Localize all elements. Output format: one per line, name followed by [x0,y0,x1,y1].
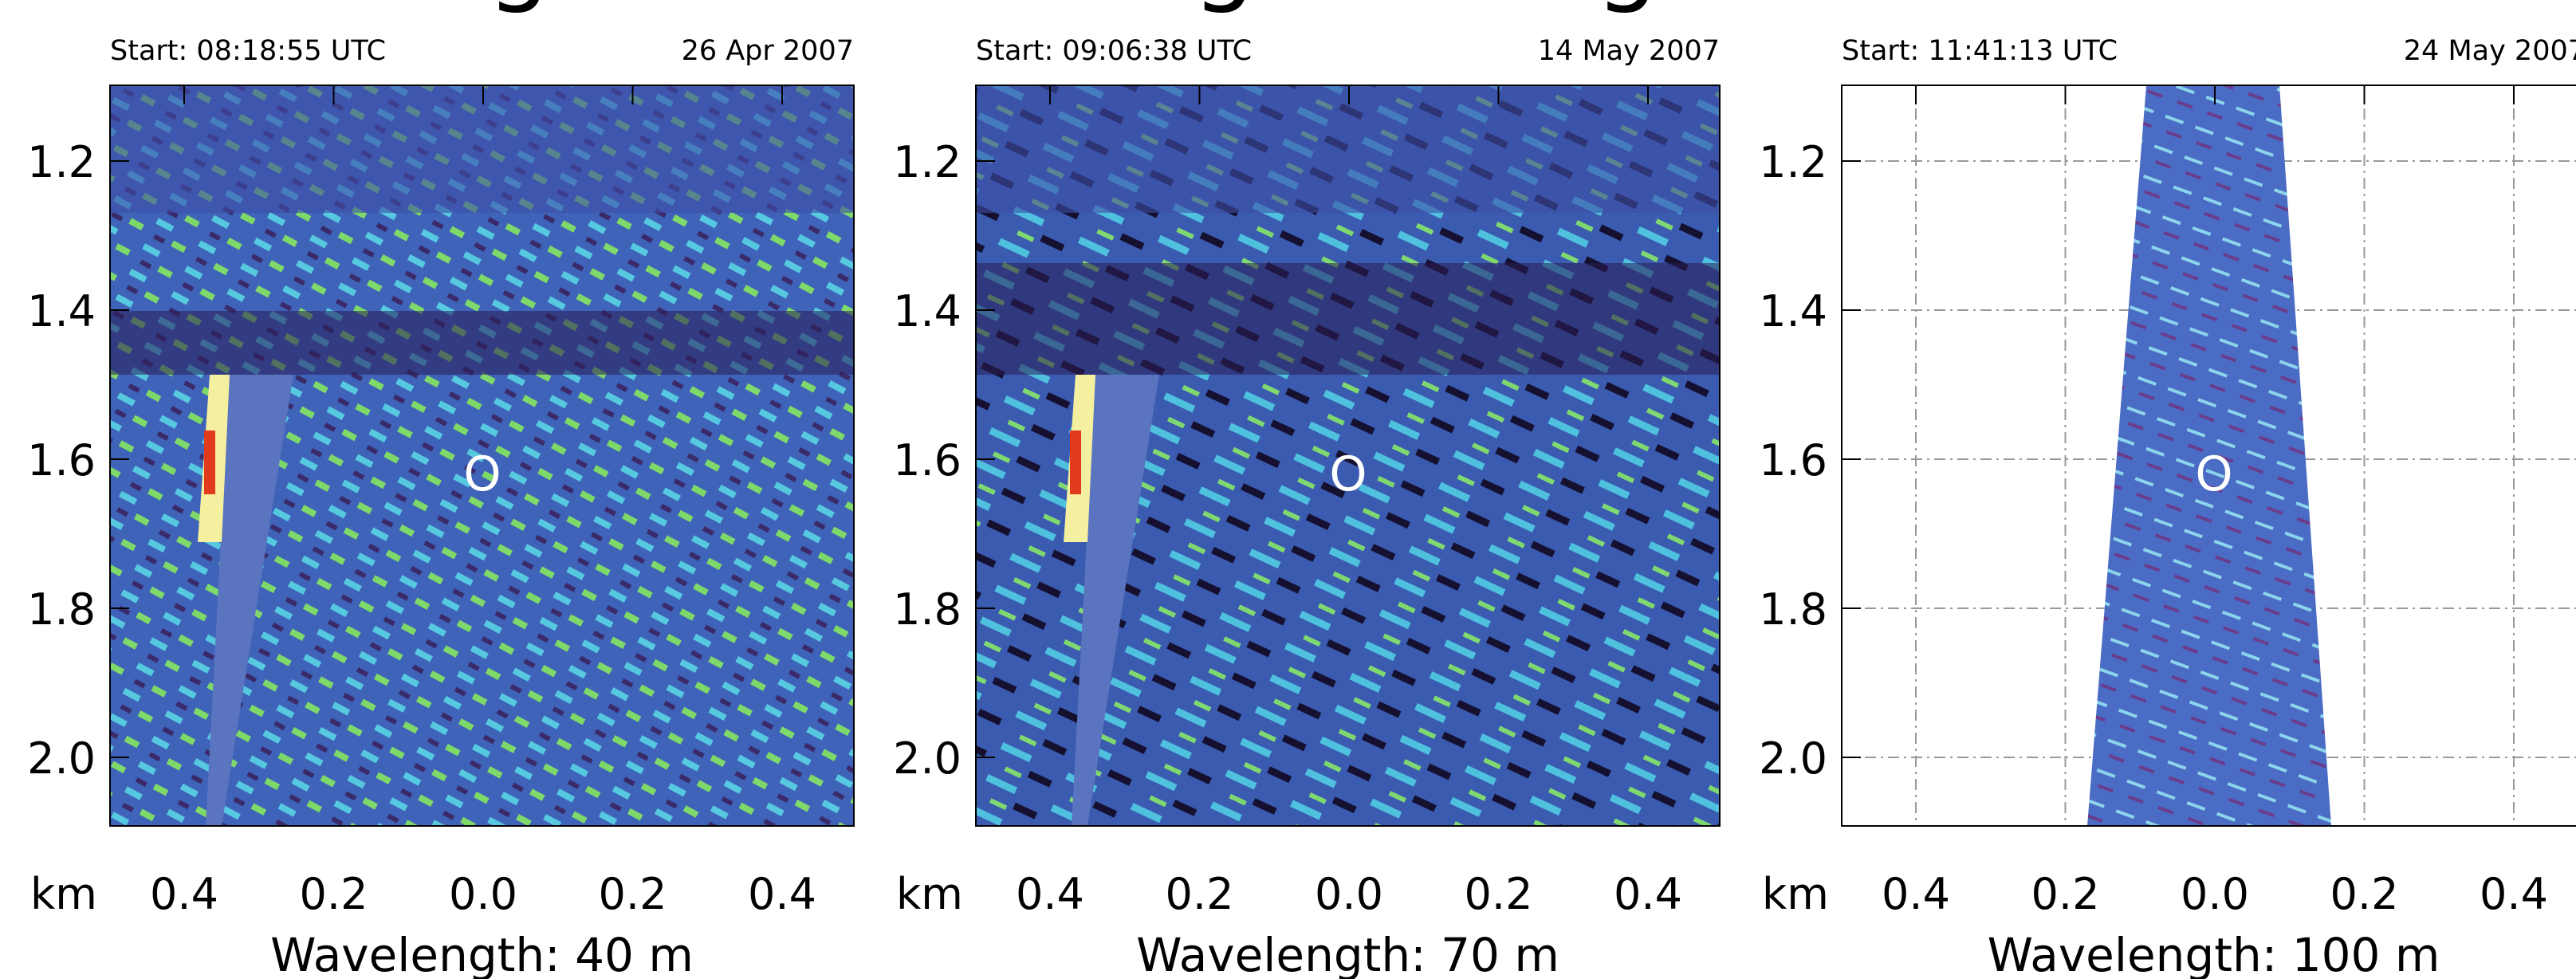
y-tick-label: 1.6 [27,435,96,486]
date: 14 May 2007 [1538,35,1720,67]
y-tick-label: 2.0 [27,733,96,784]
marker: O [2195,446,2232,502]
x-tick-label: 0.4 [2480,869,2548,919]
y-tick-label: 2.0 [1759,733,1827,784]
x-tick-label: 0.2 [300,869,368,919]
date: 24 May 2007 [2404,35,2576,67]
x-unit: km [1762,869,1829,919]
start-time: Start: 09:06:38 UTC [976,35,1252,67]
plot-frame [109,85,855,827]
top-band [976,85,1720,213]
y-tick-label: 1.2 [27,137,96,187]
x-unit: km [896,869,963,919]
plot-frame [1841,85,2576,827]
y-tick-label: 1.2 [893,137,962,187]
plot-frame [975,85,1721,827]
x-tick-label: 0.4 [1614,869,1682,919]
x-unit: km [30,869,97,919]
x-tick-label: 0.2 [599,869,667,919]
y-tick-label: 2.0 [893,733,962,784]
x-tick-label: 0.2 [1166,869,1234,919]
radar-image [2087,85,2331,826]
y-tick-label: 1.6 [1759,435,1827,486]
x-tick-label: 0.4 [1882,869,1950,919]
y-tick-label: 1.4 [27,286,96,336]
wavelength-label: Wavelength: 100 m [1988,928,2440,979]
y-tick-label: 1.4 [1759,286,1827,336]
target-core [1070,431,1081,494]
y-tick-label: 1.8 [1759,584,1827,635]
target-core [204,431,215,494]
x-tick-label: 0.4 [150,869,218,919]
marker: O [463,446,501,502]
dark-band [976,263,1720,375]
y-tick-label: 1.8 [893,584,962,635]
y-tick-label: 1.2 [1759,137,1827,187]
top-band [110,85,854,213]
date: 26 Apr 2007 [682,35,854,67]
x-tick-label: 0.4 [1016,869,1084,919]
x-tick-label: 0.0 [449,869,517,919]
y-tick-label: 1.4 [893,286,962,336]
x-tick-label: 0.2 [2031,869,2100,919]
start-time: Start: 11:41:13 UTC [1842,35,2118,67]
title: Measuring the wavelength using the HRR. [32,0,2127,16]
x-tick-label: 0.4 [748,869,816,919]
beam-echo [1072,375,1159,826]
wavelength-label: Wavelength: 70 m [1136,928,1559,979]
wavelength-label: Wavelength: 40 m [270,928,694,979]
beam-echo [206,375,293,826]
x-tick-label: 0.0 [2181,869,2249,919]
y-tick-label: 1.6 [893,435,962,486]
marker: O [1329,446,1367,502]
x-tick-label: 0.2 [2330,869,2399,919]
y-tick-label: 1.8 [27,584,96,635]
x-tick-label: 0.0 [1315,869,1383,919]
dark-band [110,311,854,375]
start-time: Start: 08:18:55 UTC [110,35,386,67]
x-tick-label: 0.2 [1465,869,1533,919]
